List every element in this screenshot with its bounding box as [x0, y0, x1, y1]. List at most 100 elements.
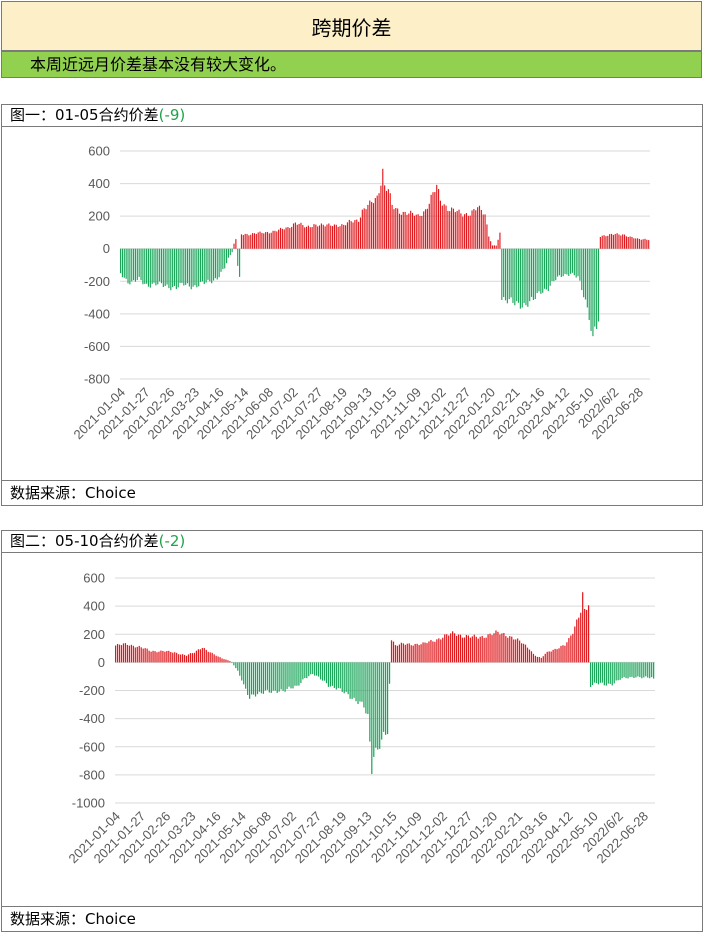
bar	[227, 248, 230, 258]
chart-2-plot: -1000-800-600-400-20002004006002021-01-0…	[65, 571, 655, 866]
bar	[288, 662, 290, 687]
bar	[144, 248, 146, 284]
bar	[131, 248, 133, 282]
bar	[629, 662, 631, 678]
bar	[471, 636, 473, 663]
bar	[326, 224, 328, 249]
bar	[587, 605, 590, 663]
bar	[615, 662, 617, 681]
bar	[343, 662, 345, 694]
bar	[553, 248, 555, 282]
bar	[387, 189, 389, 249]
chart-1-label: 图一：01-05合约价差	[10, 106, 159, 124]
bar	[573, 248, 575, 276]
bar	[261, 232, 263, 249]
bar	[183, 654, 186, 663]
bar	[214, 248, 216, 279]
bar	[378, 193, 380, 249]
bar	[289, 228, 291, 249]
bar	[426, 643, 428, 663]
bar	[479, 636, 481, 663]
bar	[231, 248, 233, 253]
bar	[515, 639, 517, 663]
y-tick-label: -400	[79, 711, 105, 726]
bar	[586, 609, 588, 663]
bar	[385, 662, 387, 735]
y-tick-label: -200	[79, 683, 105, 698]
bar	[416, 643, 418, 663]
bar	[233, 243, 235, 249]
bar	[404, 211, 406, 249]
bar	[248, 235, 250, 249]
bar	[651, 662, 653, 678]
bar	[447, 210, 449, 249]
bar	[394, 645, 397, 663]
bar	[152, 650, 154, 663]
bar	[616, 233, 618, 249]
y-tick-label: -800	[79, 767, 105, 782]
bar	[404, 644, 406, 663]
bar	[181, 248, 183, 283]
bar	[115, 645, 117, 663]
bar	[292, 662, 294, 689]
bar	[265, 232, 267, 249]
bar	[379, 662, 381, 749]
bar	[207, 248, 209, 280]
bar	[323, 662, 326, 681]
bar	[400, 214, 402, 249]
bar	[249, 662, 251, 699]
bar	[164, 651, 166, 663]
bar	[298, 662, 300, 686]
bar	[219, 657, 221, 663]
bar	[451, 207, 453, 249]
bar	[142, 648, 144, 663]
bar	[201, 648, 203, 663]
bar	[558, 648, 560, 663]
chart-1-source: 数据来源：Choice	[2, 480, 702, 505]
bar	[534, 248, 536, 300]
bar	[127, 248, 129, 284]
bar	[430, 194, 432, 249]
bar	[177, 248, 179, 288]
bar	[633, 662, 635, 678]
bar	[133, 248, 135, 281]
bar	[224, 248, 226, 269]
bar	[473, 634, 475, 663]
bar	[638, 238, 640, 249]
bar	[456, 210, 458, 249]
bar	[244, 233, 246, 249]
bar	[497, 631, 499, 663]
bar	[582, 592, 584, 663]
bar	[471, 210, 473, 249]
bar	[578, 617, 580, 663]
bar	[507, 637, 509, 663]
bar	[331, 662, 334, 686]
bar	[335, 662, 337, 690]
bar	[373, 662, 375, 757]
bar	[213, 654, 215, 663]
bar	[304, 662, 306, 678]
bar	[136, 248, 138, 280]
bar	[442, 637, 444, 663]
bar	[196, 248, 198, 288]
bar	[162, 650, 164, 663]
bar	[509, 636, 511, 663]
bar	[488, 236, 490, 249]
bar	[278, 229, 280, 249]
bar	[635, 238, 637, 249]
bar	[153, 248, 155, 283]
bar	[603, 662, 605, 686]
bar	[570, 635, 572, 663]
bar	[486, 224, 488, 249]
bar	[300, 662, 302, 683]
bar	[274, 662, 276, 691]
bar	[646, 239, 648, 249]
bar	[464, 214, 466, 249]
bar	[544, 653, 546, 663]
bar	[199, 248, 202, 282]
bar	[284, 662, 286, 692]
bar	[538, 657, 540, 663]
bar	[296, 662, 298, 686]
bar	[505, 636, 507, 663]
bar	[209, 248, 211, 282]
